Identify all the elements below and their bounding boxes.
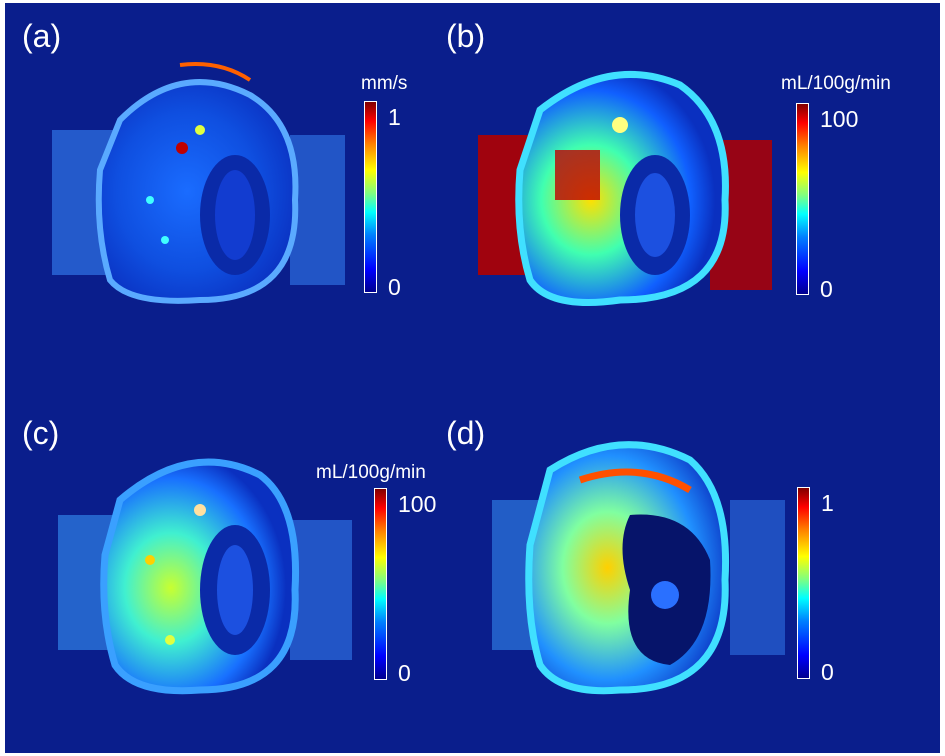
panel-label-a: (a): [22, 18, 62, 54]
panel-label-b: (b): [446, 18, 486, 54]
colorbar-max-d: 1: [821, 490, 834, 516]
colorbar-unit-c: mL/100g/min: [316, 462, 426, 483]
colorbar-max-c: 100: [398, 491, 437, 517]
colorbar-unit-b: mL/100g/min: [781, 73, 891, 94]
colorbar-d: [797, 487, 810, 679]
colorbar-min-b: 0: [820, 276, 833, 302]
map-c: [58, 458, 352, 695]
map-b: [478, 70, 772, 306]
colorbar-max-a: 1: [388, 104, 401, 130]
map-d: [492, 441, 785, 695]
panel-label-d: (d): [446, 415, 486, 451]
panel-label-c: (c): [22, 415, 60, 451]
colorbar-b: [796, 103, 809, 295]
colorbar-c: [374, 488, 387, 680]
colorbar-min-a: 0: [388, 274, 401, 300]
colorbar-min-c: 0: [398, 660, 411, 686]
colorbar-unit-a: mm/s: [361, 73, 408, 94]
map-a: [52, 62, 345, 304]
colorbar-a: [364, 101, 377, 293]
colorbar-max-b: 100: [820, 106, 859, 132]
colorbar-min-d: 0: [821, 659, 834, 685]
